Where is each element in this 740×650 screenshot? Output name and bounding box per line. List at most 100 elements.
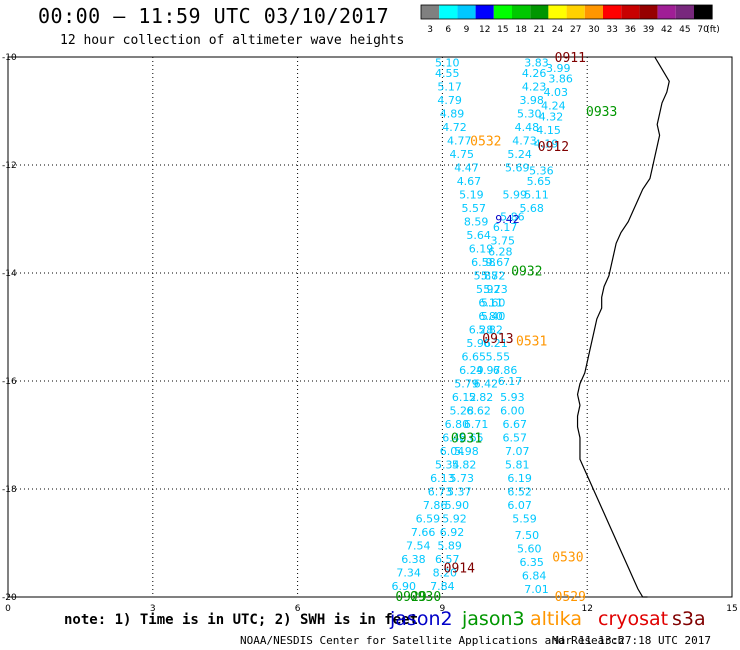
wave-height-value: 4.24: [541, 100, 566, 113]
wave-height-value: 5.79: [454, 378, 479, 391]
wave-height-value: 7.34: [396, 567, 421, 580]
wave-height-value: 5.99: [503, 189, 528, 202]
wave-height-value: 8.20: [433, 567, 458, 580]
wave-height-value: 4.72: [442, 121, 467, 134]
scale-label: 33: [606, 25, 617, 35]
y-tick-label: -20: [2, 593, 17, 603]
wave-height-value: 6.21: [483, 337, 508, 350]
wave-height-value: 6.28: [469, 324, 494, 337]
wave-height-value: 6.00: [500, 405, 525, 418]
legend-jason2: jason2: [390, 608, 453, 630]
wave-height-value: 6.90: [392, 580, 417, 593]
scale-label: 30: [588, 25, 600, 35]
scale-label: 6: [445, 25, 451, 35]
scale-swatch: [493, 5, 512, 19]
wave-height-value: 7.66: [411, 526, 436, 539]
scale-swatch: [675, 5, 694, 19]
scale-unit: (ft): [706, 25, 720, 35]
pass-label: 0529: [555, 590, 586, 605]
wave-height-value: 5.92: [442, 513, 467, 526]
wave-height-value: 3.75: [490, 235, 515, 248]
x-tick-label: 15: [726, 604, 737, 614]
wave-height-value: 5.82: [478, 324, 503, 337]
map-subtitle: 12 hour collection of altimeter wave hei…: [60, 33, 405, 48]
wave-height-value: 5.68: [519, 202, 544, 215]
wave-height-value: 6.73: [428, 486, 453, 499]
scale-swatch: [639, 5, 658, 19]
wave-height-value: 5.59: [512, 513, 537, 526]
wave-height-value: 6.67: [503, 418, 528, 431]
wave-height-value: 5.57: [462, 202, 487, 215]
wave-height-value: 5.65: [527, 175, 552, 188]
pass-label: 0929: [395, 590, 426, 605]
scale-label: 18: [515, 25, 527, 35]
wave-height-value: 5.60: [517, 542, 542, 555]
pass-label: 0933: [586, 105, 617, 120]
y-tick-label: -14: [2, 269, 17, 279]
wave-height-value: 4.47: [454, 162, 479, 175]
wave-height-value: 5.89: [437, 540, 462, 553]
wave-height-value: 6.13: [430, 472, 455, 485]
wave-height-value: 5.73: [483, 283, 508, 296]
pass-label: 0530: [552, 551, 583, 566]
wave-height-value: 4.03: [544, 86, 569, 99]
wave-height-value: 5.30: [517, 108, 542, 121]
wave-height-value: 5.96: [466, 337, 491, 350]
pass-label: 0911: [555, 51, 586, 66]
wave-height-value: 5.10: [435, 56, 460, 69]
legend-cryosat: cryosat: [598, 608, 669, 630]
wave-height-value: 5.34: [435, 459, 460, 472]
map-frame: [7, 56, 733, 598]
wave-height-value: 6.19: [507, 472, 532, 485]
wave-height-value: 6.11: [478, 297, 503, 310]
y-tick-label: -12: [2, 161, 17, 171]
wave-height-value: 6.80: [478, 310, 503, 323]
wave-height-value: 9.67: [486, 256, 511, 269]
y-tick-label: -16: [2, 377, 17, 387]
wave-height-value: 4.19: [534, 137, 559, 150]
wave-height-value: 5.36: [529, 164, 554, 177]
wave-height-value: 6.38: [401, 553, 426, 566]
wave-height-value: 4.89: [440, 108, 465, 121]
wave-height-value: 5.19: [459, 189, 484, 202]
wave-height-value: 5.60: [481, 297, 506, 310]
wave-height-value: 5.92: [476, 283, 501, 296]
scale-label: 9: [464, 25, 470, 35]
scale-swatch: [603, 5, 622, 19]
wave-height-value: 4.97: [476, 364, 501, 377]
scale-swatch: [657, 5, 676, 19]
wave-height-value: 5.86: [500, 210, 525, 223]
wave-height-value: 6.28: [488, 245, 513, 258]
pass-label: 0531: [516, 335, 547, 350]
scale-label: 24: [552, 25, 564, 35]
coastline: [576, 56, 670, 598]
pass-label: 0532: [470, 135, 501, 150]
scale-swatch: [584, 5, 603, 19]
wave-height-value: 4.79: [437, 94, 462, 107]
scale-swatch: [566, 5, 585, 19]
wave-height-value: 6.17: [493, 221, 518, 234]
wave-height-value: 9.42: [495, 213, 520, 226]
wave-height-value: 6.42: [474, 378, 499, 391]
wave-height-value: 5.82: [452, 459, 477, 472]
wave-height-value: 6.65: [462, 351, 487, 364]
wave-height-value: 6.42: [442, 432, 467, 445]
wave-height-value: 7.86: [423, 499, 448, 512]
scale-label: 12: [479, 25, 490, 35]
scale-label: 3: [427, 25, 433, 35]
y-tick-label: -10: [2, 53, 17, 63]
scale-label: 39: [643, 25, 655, 35]
wave-height-value: 5.40: [481, 310, 506, 323]
wave-height-value: 7.01: [524, 583, 549, 596]
generated-timestamp: Mar 11 13:27:18 UTC 2017: [552, 634, 711, 647]
scale-label: 15: [497, 25, 508, 35]
wave-height-value: 5.98: [454, 445, 479, 458]
wave-height-value: 5.72: [481, 270, 506, 283]
wave-height-value: 3.98: [519, 94, 544, 107]
scale-swatch: [694, 5, 713, 19]
wave-height-value: 6.19: [469, 243, 494, 256]
wave-height-value: 6.65: [459, 432, 484, 445]
scale-swatch: [475, 5, 494, 19]
scale-swatch: [548, 5, 567, 19]
